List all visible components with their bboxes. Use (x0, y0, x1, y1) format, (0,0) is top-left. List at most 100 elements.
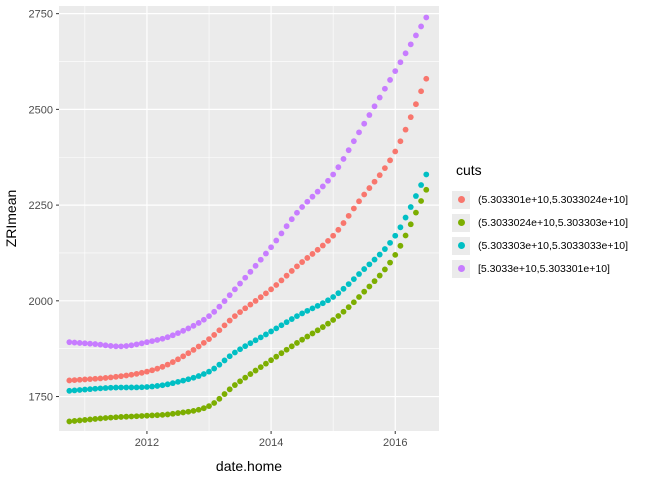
y-tick-label: 2000 (29, 296, 53, 308)
data-point (325, 177, 331, 184)
data-point (113, 384, 119, 391)
data-point (278, 230, 285, 237)
data-point (304, 198, 311, 205)
data-point (92, 341, 99, 347)
data-point (345, 147, 352, 154)
data-point (330, 232, 337, 239)
legend-item: [5.3033e+10,5.303301e+10] (452, 257, 667, 280)
y-tick-label: 2750 (29, 9, 53, 21)
data-point (376, 94, 383, 101)
data-point (200, 371, 207, 377)
data-point (319, 324, 326, 330)
data-point (335, 290, 342, 297)
data-point (128, 342, 135, 349)
data-point (361, 288, 368, 295)
data-point (180, 409, 187, 416)
data-point (81, 386, 88, 393)
data-point (294, 313, 300, 320)
data-point (319, 242, 326, 249)
data-point (102, 342, 109, 349)
data-point (294, 209, 300, 216)
data-point (128, 371, 135, 378)
data-point (252, 337, 259, 344)
data-point (128, 384, 135, 391)
data-point (149, 412, 156, 419)
data-point (107, 343, 114, 349)
data-point (97, 415, 104, 422)
data-point (200, 316, 207, 323)
data-point (138, 340, 145, 347)
data-point (304, 333, 311, 340)
y-tick-label: 1750 (29, 392, 53, 404)
series-3 (66, 171, 430, 394)
data-point (185, 376, 192, 383)
data-point (268, 328, 274, 335)
data-point (397, 242, 404, 249)
data-point (242, 274, 249, 281)
data-point (175, 378, 181, 385)
data-point (206, 313, 212, 320)
data-point (314, 188, 321, 195)
x-tick-label: 2014 (259, 437, 283, 449)
data-point (288, 268, 295, 274)
data-point (268, 244, 274, 251)
data-point (325, 297, 331, 304)
data-point (423, 186, 430, 193)
data-point (128, 413, 135, 420)
data-point (164, 381, 171, 388)
data-point (371, 103, 378, 110)
data-point (237, 346, 243, 353)
data-point (195, 343, 202, 350)
data-point (206, 403, 212, 410)
data-point (345, 281, 352, 287)
data-point (247, 301, 254, 308)
data-point (371, 256, 378, 263)
y-tick-label: 2250 (29, 200, 53, 212)
data-point (66, 418, 73, 425)
data-point (356, 271, 362, 277)
legend-label: (5.303301e+10,5.3033024e+10] (478, 193, 629, 206)
data-point (107, 384, 114, 391)
data-point (309, 193, 316, 200)
data-point (397, 224, 404, 231)
data-point (81, 376, 88, 383)
data-point (190, 374, 197, 381)
data-point (413, 101, 419, 108)
data-point (154, 383, 161, 389)
data-point (211, 365, 218, 372)
data-point (76, 387, 83, 393)
data-point (273, 282, 280, 288)
data-point (319, 183, 326, 190)
legend-key (452, 213, 470, 232)
data-point (381, 266, 388, 273)
data-point (350, 299, 357, 306)
data-point (206, 368, 212, 375)
data-point (263, 331, 269, 338)
data-point (180, 377, 187, 384)
data-point (87, 416, 93, 423)
y-tick-label: 2500 (29, 104, 53, 116)
data-point (200, 405, 207, 412)
data-point (66, 339, 73, 346)
data-point (299, 310, 306, 317)
data-point (263, 250, 269, 257)
data-point (123, 384, 130, 391)
x-axis-label: date.home (216, 458, 282, 474)
data-point (387, 157, 393, 164)
data-point (237, 280, 243, 287)
data-point (371, 278, 378, 285)
data-point (376, 251, 383, 258)
data-point (149, 367, 156, 374)
data-point (309, 305, 316, 312)
data-point (325, 237, 331, 244)
data-point (231, 313, 238, 320)
legend-item: (5.3033024e+10,5.303303e+10] (452, 211, 667, 234)
data-point (268, 286, 274, 293)
data-point (350, 205, 357, 212)
data-point (237, 309, 243, 316)
data-point (76, 340, 83, 346)
data-point (138, 369, 145, 376)
data-point (226, 353, 233, 360)
data-point (87, 340, 93, 347)
